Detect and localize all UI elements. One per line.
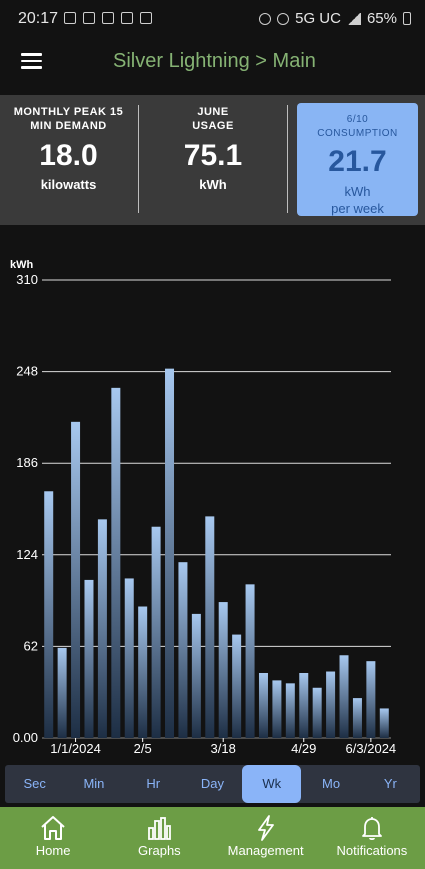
y-tick-label: 124 <box>16 547 38 562</box>
usage-card[interactable]: JUNE USAGE 75.1 kWh <box>140 95 286 235</box>
page-title: Silver Lightning > Main <box>113 50 316 72</box>
app-icon <box>140 12 152 24</box>
peak-demand-unit: kilowatts <box>40 177 97 192</box>
chart-bar <box>97 519 107 738</box>
x-tick-label: 3/18 <box>211 741 236 756</box>
chart-bar <box>352 698 362 738</box>
bell-icon <box>361 817 382 841</box>
y-axis-label: kWh <box>10 259 34 271</box>
hamburger-menu-icon[interactable] <box>21 53 42 69</box>
peak-demand-caption-2: MIN DEMAND <box>30 120 107 132</box>
y-tick-label: 310 <box>16 272 38 287</box>
chart-bar <box>366 661 376 738</box>
x-tick-label: 6/3/2024 <box>346 741 397 756</box>
network-label: 5G UC <box>295 10 341 27</box>
chart-bar <box>285 683 295 738</box>
notification-icons <box>64 12 152 24</box>
bottom-nav: Home Graphs Management Notifications <box>0 807 425 869</box>
notification-icon <box>64 12 76 24</box>
peak-demand-card[interactable]: MONTHLY PEAK 15 MIN DEMAND 18.0 kilowatt… <box>0 95 137 235</box>
nav-home[interactable]: Home <box>0 807 106 869</box>
chart-bar <box>245 584 255 738</box>
usage-value: 75.1 <box>183 139 243 172</box>
chart-bar <box>165 368 175 738</box>
peak-demand-caption-1: MONTHLY PEAK 15 <box>13 106 124 118</box>
nav-home-label: Home <box>35 843 71 858</box>
home-icon <box>41 816 65 840</box>
chart-bar <box>258 672 268 738</box>
summary-panel: MONTHLY PEAK 15 MIN DEMAND 18.0 kilowatt… <box>0 95 425 225</box>
consumption-period: per week <box>331 201 384 216</box>
nav-notifications[interactable]: Notifications <box>319 807 425 869</box>
x-tick-label: 4/29 <box>291 741 316 756</box>
chart-bar <box>218 602 228 738</box>
chart-bar <box>232 634 242 738</box>
app-bar: Silver Lightning > Main <box>0 40 425 84</box>
usage-caption-2: USAGE <box>192 120 234 132</box>
consumption-card[interactable]: 6/10 CONSUMPTION 21.7 kWh per week <box>297 103 418 216</box>
nav-graphs-label: Graphs <box>138 843 181 858</box>
period-tabs: Sec Min Hr Day Wk Mo Yr <box>5 765 420 803</box>
consumption-caption-1: 6/10 <box>346 114 369 125</box>
chart-bar <box>138 606 148 738</box>
nav-management-label: Management <box>227 843 304 858</box>
instagram-icon <box>102 12 114 24</box>
chart-bar <box>326 671 336 738</box>
bluetooth-icon <box>277 12 290 25</box>
battery-percent: 65% <box>366 10 397 27</box>
y-tick-label: 62 <box>24 638 38 653</box>
x-tick-label: 1/1/2024 <box>50 741 101 756</box>
chart-bar <box>299 672 309 738</box>
chart-bar <box>57 647 67 738</box>
tab-yr[interactable]: Yr <box>383 776 397 791</box>
key-icon <box>121 12 133 24</box>
tab-wk[interactable]: Wk <box>242 765 302 803</box>
chart-bar <box>339 655 349 738</box>
usage-caption-1: JUNE <box>197 106 229 118</box>
status-bar: 20:17 5G UC 65% <box>0 0 425 40</box>
y-tick-label: 248 <box>16 364 38 379</box>
tab-min[interactable]: Min <box>83 776 105 791</box>
chart-bar <box>84 579 94 738</box>
nav-notifications-label: Notifications <box>336 843 408 858</box>
consumption-caption-2: CONSUMPTION <box>317 128 398 139</box>
chart-bar <box>124 578 134 738</box>
gallery-icon <box>83 12 95 24</box>
bar-chart-icon <box>148 817 172 840</box>
status-right: 5G UC 65% <box>259 10 411 27</box>
chart-bar <box>312 687 322 738</box>
divider <box>287 105 288 213</box>
chart-bar <box>44 491 54 738</box>
consumption-unit: kWh <box>344 184 371 199</box>
chart-bar <box>379 708 389 738</box>
nav-graphs[interactable]: Graphs <box>106 807 212 869</box>
chart-bar <box>71 421 81 738</box>
chart-bar <box>111 387 121 738</box>
peak-demand-value: 18.0 <box>39 139 98 172</box>
chart-bar <box>191 613 201 738</box>
battery-icon <box>403 12 411 25</box>
x-tick-label: 2/5 <box>134 741 152 756</box>
chart-bar <box>272 680 282 738</box>
tab-mo[interactable]: Mo <box>322 776 341 791</box>
tab-sec[interactable]: Sec <box>23 776 46 791</box>
tab-day[interactable]: Day <box>200 776 225 791</box>
lightning-icon <box>257 815 274 841</box>
chart-bar <box>178 562 188 738</box>
divider <box>138 105 139 213</box>
status-time: 20:17 <box>18 10 59 27</box>
y-tick-label: 186 <box>16 455 38 470</box>
chart-bar <box>205 516 215 738</box>
consumption-value: 21.7 <box>328 145 387 178</box>
alarm-icon <box>259 12 272 25</box>
usage-unit: kWh <box>199 177 227 192</box>
tab-hr[interactable]: Hr <box>146 776 161 791</box>
usage-chart[interactable]: kWh 310 248 186 124 62 0.00 1/1/2024 2/5 3/18 4/29… <box>0 248 425 760</box>
y-tick-label: 0.00 <box>13 730 38 745</box>
nav-management[interactable]: Management <box>213 807 319 869</box>
chart-bar <box>151 526 161 738</box>
signal-icon <box>346 12 361 25</box>
